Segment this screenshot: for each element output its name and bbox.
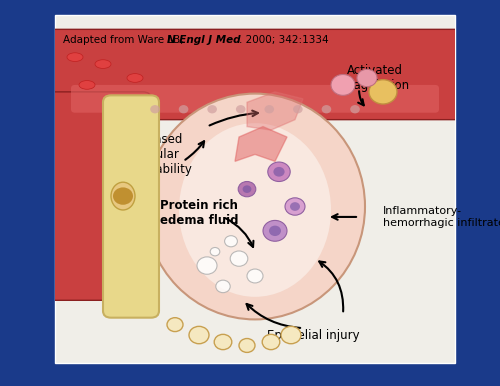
Circle shape (290, 202, 300, 211)
Circle shape (293, 105, 302, 113)
Circle shape (216, 280, 230, 293)
Circle shape (247, 269, 263, 283)
Circle shape (238, 181, 256, 197)
FancyBboxPatch shape (103, 95, 159, 318)
Circle shape (369, 80, 397, 104)
Circle shape (269, 225, 281, 236)
Text: Protein rich
edema fluid: Protein rich edema fluid (160, 200, 238, 227)
Ellipse shape (145, 94, 365, 320)
Circle shape (281, 326, 301, 344)
Circle shape (150, 105, 160, 113)
Text: Activated
coagulation: Activated coagulation (340, 64, 409, 92)
Polygon shape (247, 92, 303, 130)
FancyBboxPatch shape (47, 92, 151, 300)
Circle shape (210, 247, 220, 256)
Text: Increased
vascular
permeability: Increased vascular permeability (118, 133, 192, 176)
Circle shape (242, 185, 252, 193)
Ellipse shape (179, 123, 331, 297)
Circle shape (264, 105, 274, 113)
Circle shape (230, 251, 248, 266)
Circle shape (274, 167, 284, 177)
Circle shape (263, 220, 287, 241)
Ellipse shape (95, 60, 111, 68)
Circle shape (236, 105, 246, 113)
Circle shape (285, 198, 305, 215)
Circle shape (357, 69, 377, 87)
Text: . 2000; 342:1334: . 2000; 342:1334 (239, 35, 328, 45)
Circle shape (350, 105, 360, 113)
Text: Adapted from Ware LB,: Adapted from Ware LB, (63, 35, 187, 45)
Text: Inflammatory-
hemorrhagic infiltrate: Inflammatory- hemorrhagic infiltrate (383, 206, 500, 228)
Ellipse shape (67, 53, 83, 61)
Circle shape (224, 236, 237, 247)
Ellipse shape (127, 74, 143, 82)
Circle shape (214, 334, 232, 350)
Circle shape (189, 326, 209, 344)
Circle shape (331, 74, 355, 95)
Text: Epithelial injury: Epithelial injury (266, 328, 360, 342)
Circle shape (179, 105, 188, 113)
Circle shape (239, 339, 255, 352)
Circle shape (268, 162, 290, 181)
Circle shape (322, 105, 331, 113)
Circle shape (167, 318, 183, 332)
Circle shape (197, 257, 217, 274)
Circle shape (208, 105, 217, 113)
FancyBboxPatch shape (71, 85, 439, 113)
Ellipse shape (79, 81, 95, 89)
FancyBboxPatch shape (47, 29, 463, 120)
Polygon shape (235, 127, 287, 161)
Circle shape (113, 187, 133, 205)
Text: N Engl J Med: N Engl J Med (167, 35, 240, 45)
Circle shape (262, 334, 280, 350)
Ellipse shape (111, 182, 135, 210)
